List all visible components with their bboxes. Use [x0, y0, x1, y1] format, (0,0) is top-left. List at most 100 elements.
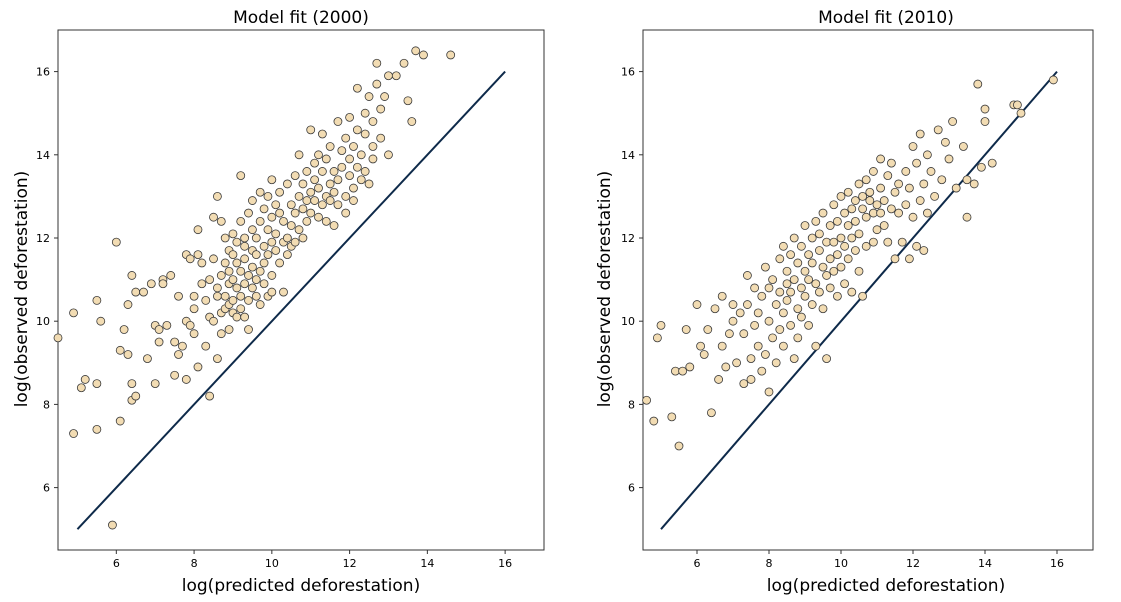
scatter-point: [933, 125, 943, 135]
scatter-point: [201, 295, 211, 305]
scatter-point: [220, 291, 230, 301]
scatter-point: [797, 312, 806, 322]
x-tick-label: 10: [834, 557, 848, 570]
scatter-point: [286, 221, 296, 230]
scatter-point: [962, 212, 972, 222]
scatter-point: [236, 216, 246, 226]
scatter-point: [653, 333, 662, 343]
scatter-point: [236, 171, 246, 181]
scatter-point: [384, 71, 393, 81]
scatter-point: [750, 283, 759, 293]
scatter-point: [962, 175, 972, 185]
scatter-point: [815, 246, 824, 255]
y-axis-label: log(observed deforestation): [12, 171, 32, 408]
scatter-point: [333, 200, 343, 210]
scatter-point: [193, 225, 203, 235]
scatter-point: [865, 187, 875, 197]
y-tick-label: 8: [43, 398, 50, 411]
scatter-point: [279, 287, 288, 297]
scatter-point: [263, 250, 273, 260]
scatter-point: [205, 275, 215, 285]
scatter-point: [154, 337, 164, 347]
scatter-point: [407, 117, 417, 126]
scatter-point: [360, 108, 370, 118]
scatter-point: [969, 179, 979, 189]
scatter-point: [782, 266, 792, 276]
scatter-point: [166, 271, 176, 280]
scatter-point: [890, 254, 900, 264]
scatter-point: [189, 329, 199, 339]
scatter-point: [174, 350, 183, 359]
scatter-point: [912, 158, 921, 168]
scatter-point: [815, 287, 824, 297]
scatter-point: [232, 258, 242, 268]
scatter-point: [786, 320, 795, 330]
x-axis-label: log(predicted deforestation): [767, 576, 1005, 596]
scatter-point: [822, 354, 831, 364]
scatter-point: [804, 250, 813, 260]
scatter-point: [372, 58, 382, 68]
scatter-point: [721, 362, 731, 372]
scatter-point: [240, 254, 250, 264]
scatter-point: [69, 429, 78, 438]
scatter-point: [419, 50, 428, 60]
scatter-point: [894, 179, 903, 189]
scatter-point: [851, 216, 860, 226]
scatter-point: [380, 92, 389, 101]
scatter-point: [707, 408, 716, 418]
y-tick-label: 10: [36, 315, 50, 328]
scatter-point: [642, 395, 651, 405]
scatter-point: [714, 375, 723, 384]
scatter-point: [115, 345, 125, 355]
scatter-point: [158, 279, 168, 289]
scatter-point: [197, 279, 207, 289]
scatter-point: [757, 366, 767, 376]
scatter-point: [220, 258, 230, 268]
scatter-point: [739, 379, 749, 389]
scatter-point: [861, 212, 871, 222]
scatter-point: [325, 196, 335, 205]
scatter-point: [337, 162, 347, 172]
scatter-point: [685, 362, 695, 372]
scatter-point: [317, 200, 327, 210]
scatter-point: [352, 83, 362, 93]
scatter-point: [771, 300, 781, 309]
scatter-point: [775, 287, 785, 297]
scatter-point: [259, 258, 269, 268]
scatter-point: [216, 329, 226, 339]
scatter-point: [937, 175, 947, 185]
scatter-point: [139, 287, 148, 297]
scatter-point: [302, 216, 312, 226]
scatter-point: [879, 196, 889, 205]
scatter-point: [282, 233, 292, 243]
scatter-point: [869, 237, 878, 247]
scatter-point: [725, 329, 734, 339]
scatter-point: [789, 354, 799, 364]
scatter-point: [696, 341, 705, 351]
x-tick-label: 8: [766, 557, 773, 570]
scatter-point: [973, 79, 983, 89]
scatter-point: [901, 167, 911, 176]
scatter-point: [786, 250, 795, 260]
scatter-point: [732, 358, 741, 368]
scatter-point: [329, 167, 339, 176]
scatter-point: [123, 300, 133, 309]
scatter-point: [818, 304, 828, 314]
scatter-point: [310, 196, 320, 205]
scatter-point: [286, 200, 296, 210]
scatter-point: [930, 191, 939, 201]
scatter-point: [678, 366, 687, 376]
scatter-point: [829, 200, 839, 210]
plot-frame: [642, 29, 1094, 551]
scatter-point: [189, 304, 199, 314]
scatter-point: [275, 187, 285, 197]
scatter-point: [411, 46, 421, 56]
scatter-point: [764, 283, 774, 293]
scatter-point: [908, 142, 918, 151]
scatter-point: [779, 241, 788, 251]
scatter-point: [883, 237, 893, 247]
scatter-point: [847, 233, 857, 243]
scatter-point: [761, 350, 770, 359]
scatter-point: [699, 350, 709, 359]
